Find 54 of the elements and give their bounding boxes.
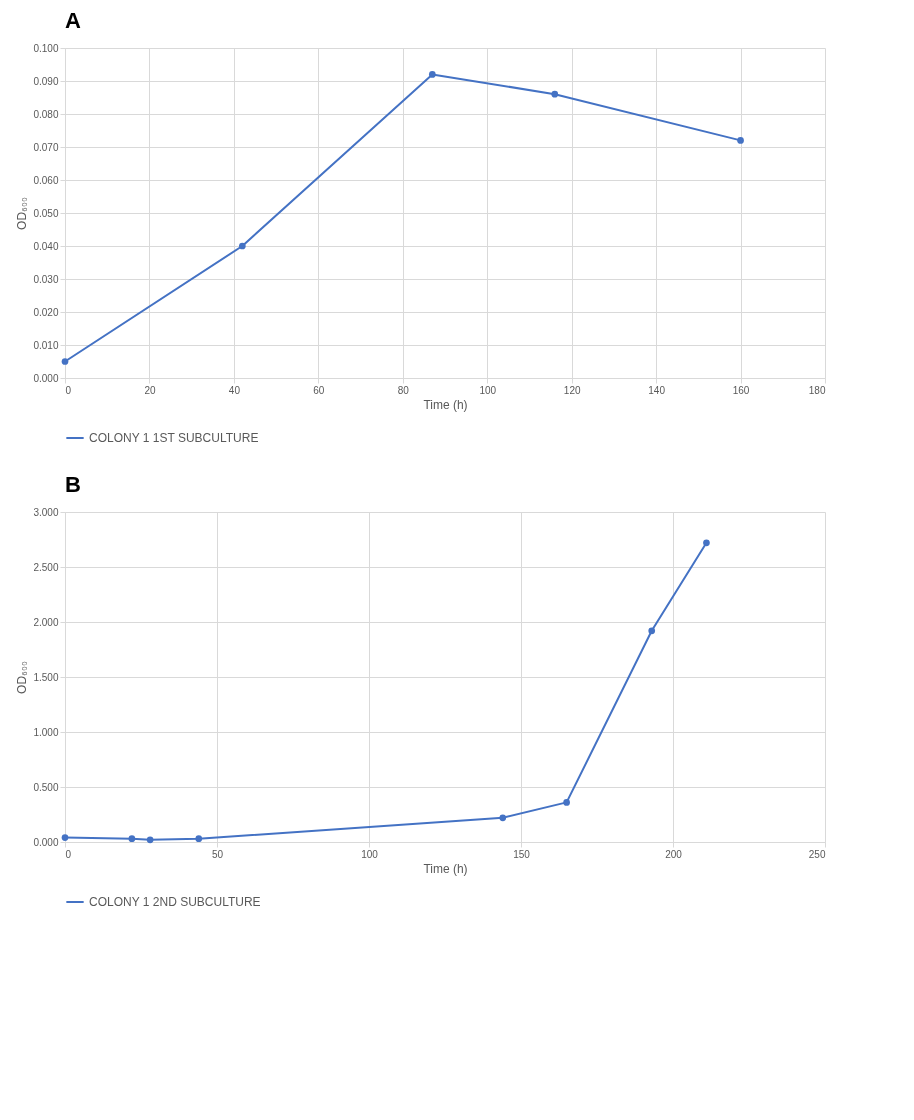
point	[238, 242, 246, 250]
y-axis-title: OD₆₀₀	[15, 197, 30, 230]
y-tick-label: 0.030	[33, 273, 59, 285]
y-axis-title: OD₆₀₀	[15, 661, 30, 694]
y-tick-label: 3.000	[33, 506, 59, 518]
x-tick-label: 140	[648, 384, 666, 396]
y-tick-label: 2.000	[33, 616, 59, 628]
y-tick-label: 0.020	[33, 306, 59, 318]
y-tick-label: 0.000	[33, 836, 59, 848]
point	[648, 627, 656, 635]
point	[128, 835, 136, 843]
x-tick-label: 50	[211, 848, 224, 860]
x-axis-title: Time (h)	[423, 861, 468, 876]
legend-label: COLONY 1 1ST SUBCULTURE	[89, 431, 259, 445]
y-tick-label: 1.500	[33, 671, 59, 683]
point	[499, 814, 507, 822]
chart-title: B	[65, 472, 81, 497]
y-tick-label: 0.080	[33, 108, 59, 120]
y-tick-label: 0.090	[33, 75, 59, 87]
y-tick-label: 0.060	[33, 174, 59, 186]
x-tick-label: 40	[228, 384, 241, 396]
y-tick-label: 0.070	[33, 141, 59, 153]
point	[61, 358, 69, 365]
y-tick-label: 1.000	[33, 726, 59, 738]
y-tick-label: 0.100	[33, 42, 59, 54]
x-tick-label: 250	[808, 848, 826, 860]
point	[551, 90, 559, 98]
x-tick-label: 200	[665, 848, 683, 860]
point	[703, 539, 710, 547]
x-tick-label: 80	[397, 384, 410, 396]
x-tick-label: 150	[513, 848, 531, 860]
point	[737, 137, 744, 144]
y-tick-label: 2.500	[33, 561, 59, 573]
x-axis-title: Time (h)	[423, 397, 468, 412]
point	[146, 836, 154, 844]
x-tick-label: 0	[65, 384, 72, 396]
x-tick-label: 20	[144, 384, 156, 396]
x-tick-label: 180	[808, 384, 826, 396]
point	[195, 835, 203, 843]
x-tick-label: 0	[65, 848, 72, 860]
chart-title: A	[65, 8, 81, 33]
y-tick-label: 0.000	[33, 372, 59, 384]
x-tick-label: 60	[313, 384, 325, 396]
y-tick-label: 0.500	[33, 781, 59, 793]
point	[563, 799, 570, 806]
x-tick-label: 160	[732, 384, 750, 396]
point	[428, 71, 436, 78]
x-tick-label: 100	[479, 384, 497, 396]
y-tick-label: 0.050	[33, 207, 59, 219]
x-tick-label: 120	[563, 384, 581, 396]
y-tick-label: 0.040	[33, 240, 59, 252]
y-tick-label: 0.010	[33, 339, 59, 351]
legend-label: COLONY 1 2ND SUBCULTURE	[89, 895, 261, 909]
x-tick-label: 100	[361, 848, 379, 860]
